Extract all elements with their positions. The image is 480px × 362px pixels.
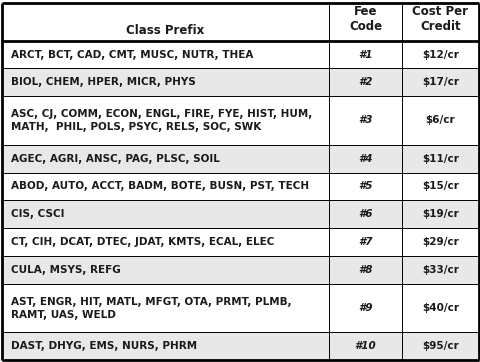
Text: #7: #7 [358, 237, 372, 247]
Text: ABOD, AUTO, ACCT, BADM, BOTE, BUSN, PST, TECH: ABOD, AUTO, ACCT, BADM, BOTE, BUSN, PST,… [11, 181, 309, 191]
Text: #8: #8 [358, 265, 372, 275]
Text: $6/cr: $6/cr [425, 115, 455, 126]
Text: CT, CIH, DCAT, DTEC, JDAT, KMTS, ECAL, ELEC: CT, CIH, DCAT, DTEC, JDAT, KMTS, ECAL, E… [11, 237, 274, 247]
Bar [2, 332, 478, 360]
Text: CULA, MSYS, REFG: CULA, MSYS, REFG [11, 265, 120, 275]
Text: AST, ENGR, HIT, MATL, MFGT, OTA, PRMT, PLMB,
RAMT, UAS, WELD: AST, ENGR, HIT, MATL, MFGT, OTA, PRMT, P… [11, 297, 291, 320]
Text: $29/cr: $29/cr [421, 237, 458, 247]
Bar [2, 284, 478, 332]
Text: $33/cr: $33/cr [421, 265, 458, 275]
Text: #4: #4 [358, 153, 372, 164]
Bar [2, 256, 478, 284]
Text: BIOL, CHEM, HPER, MICR, PHYS: BIOL, CHEM, HPER, MICR, PHYS [11, 77, 195, 87]
Text: Class Prefix: Class Prefix [126, 24, 204, 37]
Text: $12/cr: $12/cr [421, 50, 458, 59]
Text: $40/cr: $40/cr [421, 303, 458, 313]
Text: $95/cr: $95/cr [421, 341, 458, 351]
Text: ASC, CJ, COMM, ECON, ENGL, FIRE, FYE, HIST, HUM,
MATH,  PHIL, POLS, PSYC, RELS, : ASC, CJ, COMM, ECON, ENGL, FIRE, FYE, HI… [11, 109, 312, 132]
Text: $19/cr: $19/cr [421, 209, 458, 219]
Text: #5: #5 [358, 181, 372, 191]
Text: $11/cr: $11/cr [421, 153, 458, 164]
Bar [2, 228, 478, 256]
Bar [2, 96, 478, 145]
Bar [2, 3, 478, 41]
Bar [2, 145, 478, 173]
Text: #6: #6 [358, 209, 372, 219]
Bar [2, 41, 478, 68]
Text: $17/cr: $17/cr [421, 77, 458, 87]
Text: ARCT, BCT, CAD, CMT, MUSC, NUTR, THEA: ARCT, BCT, CAD, CMT, MUSC, NUTR, THEA [11, 50, 253, 59]
Text: #10: #10 [354, 341, 375, 351]
Text: #3: #3 [358, 115, 372, 126]
Text: Cost Per
Credit: Cost Per Credit [412, 5, 468, 33]
Text: AGEC, AGRI, ANSC, PAG, PLSC, SOIL: AGEC, AGRI, ANSC, PAG, PLSC, SOIL [11, 153, 219, 164]
Bar [2, 201, 478, 228]
Text: $15/cr: $15/cr [421, 181, 458, 191]
Bar [2, 173, 478, 201]
Text: #1: #1 [358, 50, 372, 59]
Text: #2: #2 [358, 77, 372, 87]
Text: Fee
Code: Fee Code [348, 5, 381, 33]
Text: CIS, CSCI: CIS, CSCI [11, 209, 64, 219]
Text: #9: #9 [358, 303, 372, 313]
Text: DAST, DHYG, EMS, NURS, PHRM: DAST, DHYG, EMS, NURS, PHRM [11, 341, 197, 351]
Bar [2, 68, 478, 96]
